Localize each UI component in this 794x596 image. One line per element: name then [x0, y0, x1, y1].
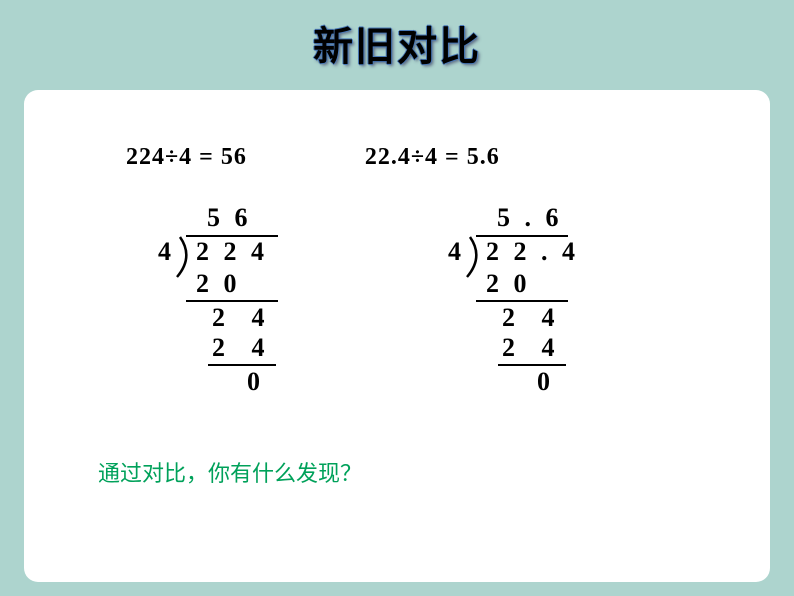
dividend: 2 2 . 4 [486, 237, 579, 267]
long-division-left: 5 6 4 2 2 4 2 0 2 4 2 4 0 [152, 203, 312, 396]
underline-2 [498, 364, 566, 366]
underline-2 [208, 364, 276, 366]
quotient: 5 . 6 [497, 203, 602, 233]
long-division-right: 5 . 6 4 2 2 . 4 2 0 2 4 2 4 0 [442, 203, 602, 396]
underline-1 [186, 300, 278, 302]
step-3: 2 4 [212, 333, 312, 363]
step-2: 2 4 [502, 303, 602, 333]
equations-row: 224÷4 = 56 22.4÷4 = 5.6 [126, 144, 700, 171]
question-text: 通过对比，你有什么发现？ [98, 456, 700, 488]
dividend: 2 2 4 [196, 237, 268, 267]
content-card: 224÷4 = 56 22.4÷4 = 5.6 5 6 4 2 2 4 2 0 … [24, 90, 770, 582]
remainder: 0 [537, 367, 602, 397]
division-bracket [175, 235, 197, 279]
division-bracket [465, 235, 487, 279]
underline-1 [476, 300, 568, 302]
step-3: 2 4 [502, 333, 602, 363]
step-1: 2 0 [196, 269, 312, 299]
long-division-row: 5 6 4 2 2 4 2 0 2 4 2 4 0 5 . 6 4 [152, 203, 700, 396]
remainder: 0 [247, 367, 312, 397]
quotient: 5 6 [207, 203, 312, 233]
divisor: 4 [448, 237, 461, 267]
equation-right: 22.4÷4 = 5.6 [365, 144, 500, 171]
step-2: 2 4 [212, 303, 312, 333]
slide-title: 新旧对比 [0, 0, 794, 82]
step-1: 2 0 [486, 269, 602, 299]
divisor: 4 [158, 237, 171, 267]
equation-left: 224÷4 = 56 [126, 144, 247, 171]
